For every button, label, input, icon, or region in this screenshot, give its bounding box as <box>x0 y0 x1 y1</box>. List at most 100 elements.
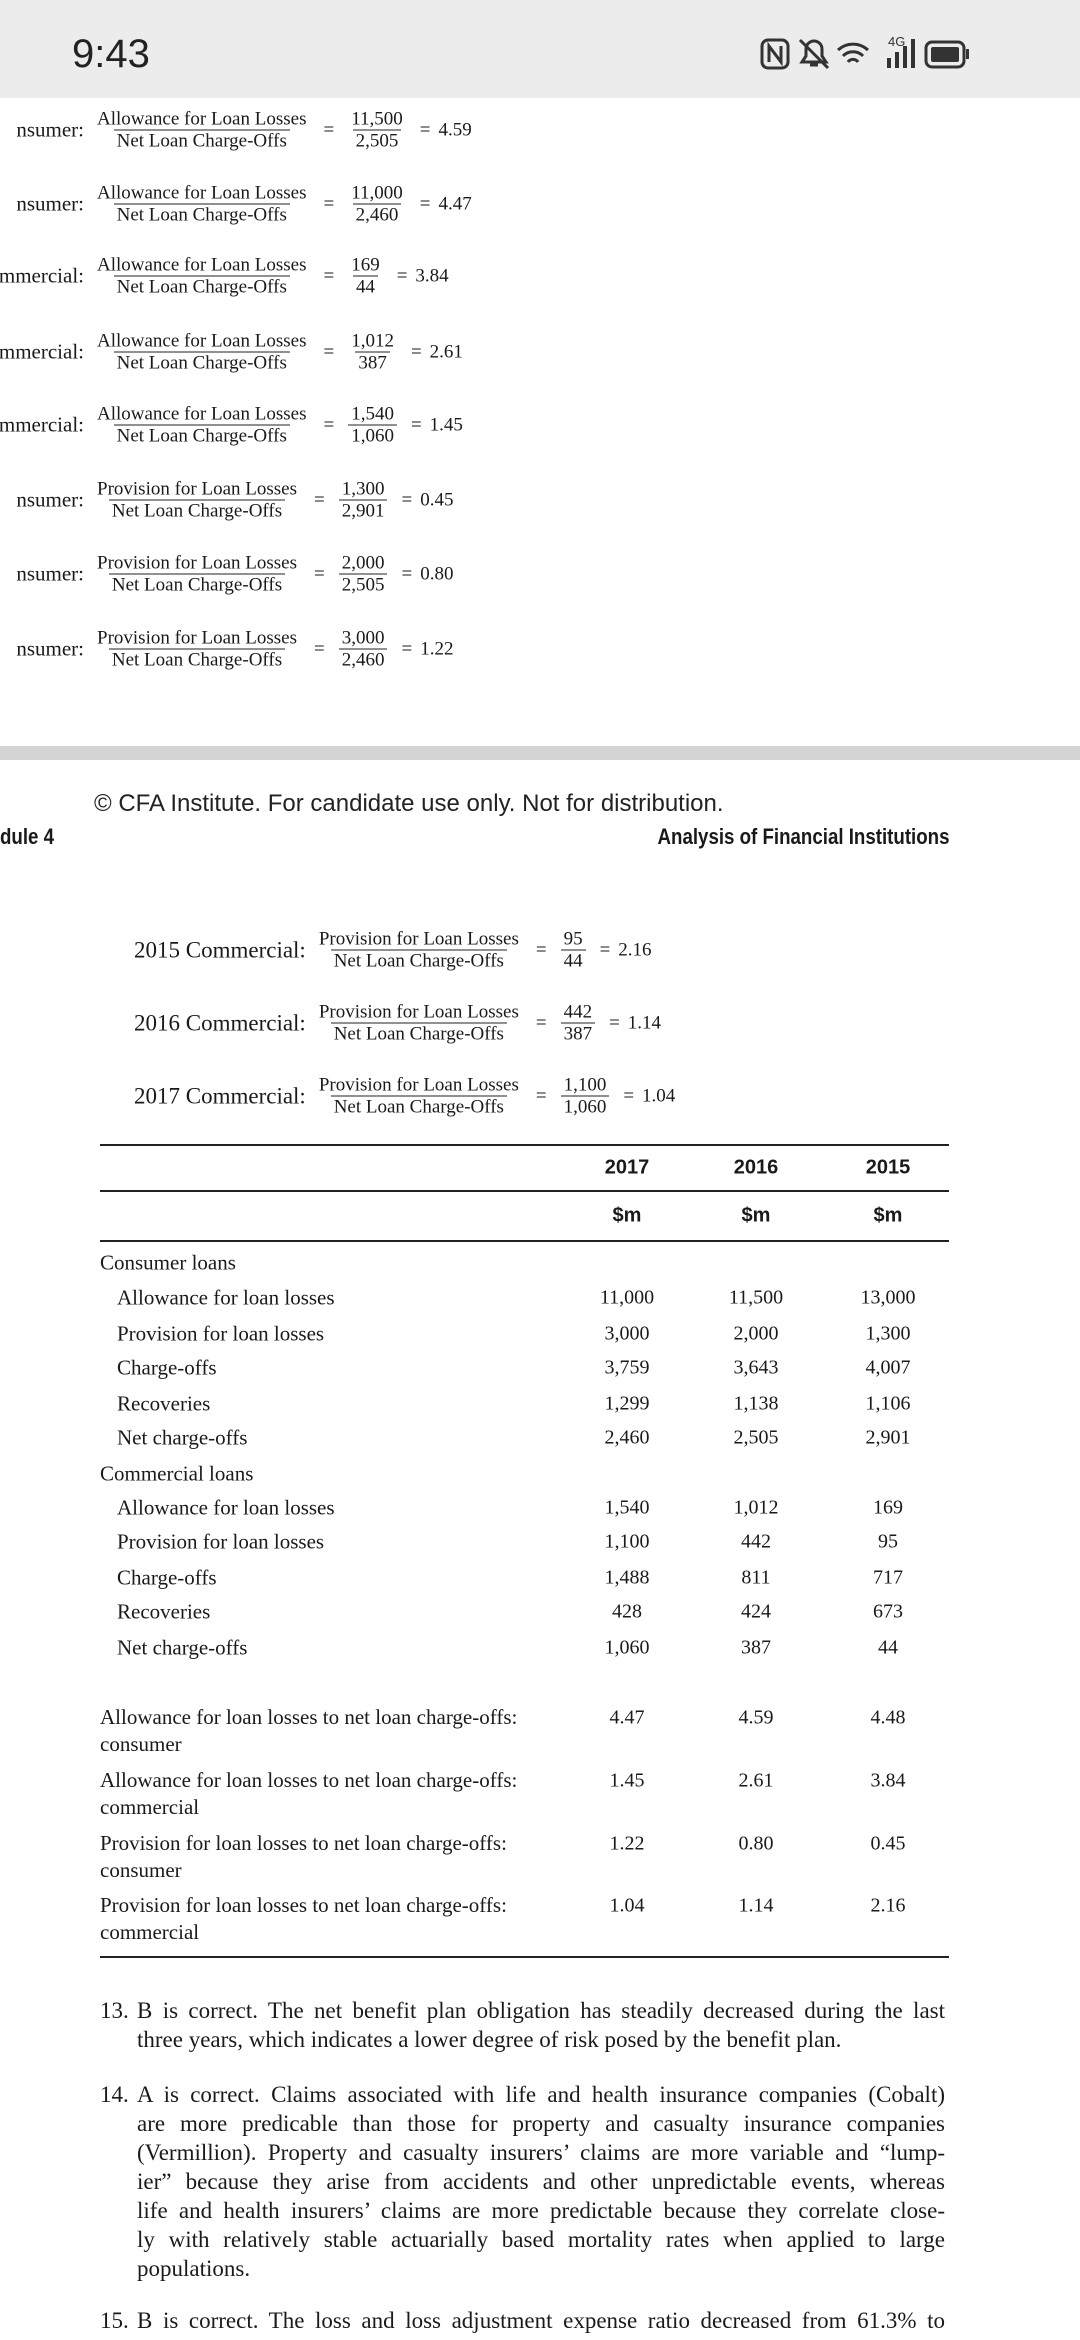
ratio-fraction: Provision for Loan Losses Net Loan Charge… <box>316 1002 522 1045</box>
denominator: 2,505 <box>338 573 388 596</box>
result: 2.16 <box>618 939 652 960</box>
table-value: 2,000 <box>733 1322 779 1345</box>
section-label: Commercial loans <box>100 1461 254 1486</box>
denominator: Net Loan Charge-Offs <box>113 275 290 298</box>
denominator: Net Loan Charge-Offs <box>330 1095 507 1118</box>
answer-line: B is correct. The net benefit plan oblig… <box>137 1998 945 2023</box>
row-label: Recoveries <box>117 1599 211 1624</box>
ratio-fraction: Allowance for Loan Losses Net Loan Charge… <box>94 404 309 447</box>
denominator: 2,505 <box>352 129 402 152</box>
ratio-label: Provision for loan losses to net loan ch… <box>100 1893 507 1944</box>
denominator: 44 <box>560 949 586 972</box>
equals-sign: = <box>535 1085 547 1106</box>
table-value: 11,500 <box>728 1286 784 1309</box>
answer: 15. B is correct. The loss and loss adjus… <box>100 2306 945 2335</box>
formula-label: nsumer: <box>16 561 84 586</box>
result: 0.45 <box>420 489 454 510</box>
table-value: 2.16 <box>870 1894 906 1917</box>
table-value: 811 <box>741 1566 771 1589</box>
denominator: Net Loan Charge-Offs <box>108 499 286 522</box>
ratio-fraction: Allowance for Loan Losses Net Loan Charge… <box>94 109 309 152</box>
denominator: 2,901 <box>338 499 388 522</box>
table-value: 1,138 <box>733 1392 779 1415</box>
ratio-fraction: Allowance for Loan Losses Net Loan Charge… <box>94 331 309 374</box>
denominator: Net Loan Charge-Offs <box>330 949 507 972</box>
formula-label: 2017 Commercial: <box>134 1083 306 1108</box>
table-rule <box>100 1144 949 1146</box>
answer-line: are more predicable than those for prope… <box>137 2111 945 2136</box>
table-value: 2.61 <box>738 1769 774 1792</box>
result: 1.04 <box>642 1085 676 1106</box>
table-value: 1,299 <box>604 1392 650 1415</box>
header-left: dule 4 <box>0 824 55 849</box>
table-value: 0.45 <box>870 1832 906 1855</box>
table-rule <box>100 1240 949 1242</box>
ratio-fraction: Provision for Loan Losses Net Loan Charge… <box>94 553 300 596</box>
time: 9:43 <box>72 32 150 76</box>
table-value: 3,000 <box>604 1322 650 1345</box>
equals-sign: = <box>396 265 408 286</box>
numerator: 2,000 <box>341 552 385 574</box>
table-value: 3.84 <box>870 1769 906 1792</box>
table-value: 428 <box>612 1600 642 1623</box>
formula: 2017 Commercial: Provision for Loan Losse… <box>134 1075 675 1118</box>
table-value: 1,060 <box>604 1636 650 1659</box>
value-fraction: 11,000 2,460 <box>348 183 406 226</box>
formula-label: ommercial: <box>0 263 84 288</box>
numerator: 1,012 <box>351 330 394 352</box>
copyright-footer: © CFA Institute. For candidate use only.… <box>94 790 724 817</box>
numerator: Allowance for Loan Losses <box>97 403 307 425</box>
table-value: 2,460 <box>604 1426 650 1449</box>
value-fraction: 442 387 <box>560 1002 596 1045</box>
ratio-fraction: Provision for Loan Losses Net Loan Charge… <box>316 1075 522 1118</box>
answer-line: B is correct. The loss and loss adjustme… <box>137 2308 945 2333</box>
answer-line: life and health insurers’ claims are mor… <box>137 2198 945 2223</box>
ratio-fraction: Provision for Loan Losses Net Loan Charge… <box>94 628 300 671</box>
table-value: 4.47 <box>609 1706 645 1729</box>
table-value: 4.59 <box>738 1706 774 1729</box>
numerator: 95 <box>563 928 583 950</box>
formula-label: nsumer: <box>16 191 84 216</box>
formula: Allowance for Loan Losses Net Loan Charge… <box>88 331 463 374</box>
numerator: 1,300 <box>341 478 385 500</box>
page-separator <box>0 746 1080 760</box>
table-value: 3,759 <box>604 1356 650 1379</box>
answer-line: (Vermillion). Property and casualty insu… <box>137 2140 945 2165</box>
ratio-fraction: Allowance for Loan Losses Net Loan Charge… <box>94 183 309 226</box>
status-icons: 4G <box>760 34 969 70</box>
answer-number: 14. <box>100 2082 129 2107</box>
network-type: 4G <box>888 34 905 49</box>
row-label: Allowance for loan losses <box>117 1285 335 1310</box>
numerator: 11,000 <box>351 182 403 204</box>
equals-sign: = <box>410 414 422 435</box>
denominator: Net Loan Charge-Offs <box>113 424 290 447</box>
numerator: 1,100 <box>563 1074 607 1096</box>
numerator: Provision for Loan Losses <box>97 627 298 649</box>
formula: Provision for Loan Losses Net Loan Charge… <box>88 628 453 671</box>
value-fraction: 2,000 2,505 <box>338 552 388 596</box>
table-value: 387 <box>741 1636 771 1659</box>
row-label: Allowance for loan losses <box>117 1495 335 1520</box>
table-value: 673 <box>873 1600 903 1623</box>
numerator: Allowance for Loan Losses <box>97 254 307 276</box>
table-value: 442 <box>741 1530 771 1553</box>
answer-number: 13. <box>100 1998 129 2023</box>
formula-label: nsumer: <box>16 487 84 512</box>
formula-label: mmercial: <box>0 412 84 437</box>
denominator: Net Loan Charge-Offs <box>113 203 290 226</box>
row-label: Net charge-offs <box>117 1635 248 1660</box>
result: 0.80 <box>420 563 454 584</box>
formula-label: 2016 Commercial: <box>134 1010 306 1035</box>
table-value: 169 <box>873 1496 903 1519</box>
formula: Allowance for Loan Losses Net Loan Charge… <box>88 255 449 298</box>
column-unit: $m <box>612 1204 642 1227</box>
table-value: 1,100 <box>604 1530 650 1553</box>
formula: Allowance for Loan Losses Net Loan Charge… <box>88 109 472 152</box>
table-value: 1.04 <box>609 1894 645 1917</box>
value-fraction: 11,500 2,505 <box>348 109 406 152</box>
table-value: 11,000 <box>599 1286 655 1309</box>
equals-sign: = <box>323 193 335 214</box>
answer-line: A is correct. Claims associated with lif… <box>137 2082 945 2107</box>
numerator: Provision for Loan Losses <box>318 1074 519 1096</box>
